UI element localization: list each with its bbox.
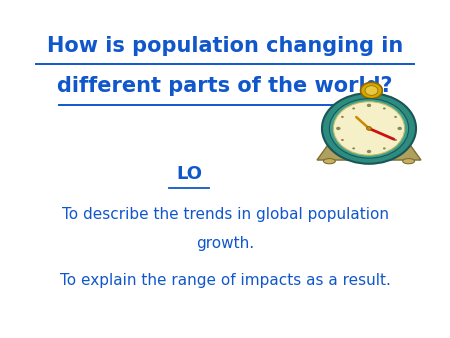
Text: different parts of the world?: different parts of the world? bbox=[57, 76, 393, 96]
Circle shape bbox=[367, 104, 371, 107]
Circle shape bbox=[383, 107, 386, 110]
Circle shape bbox=[367, 150, 371, 153]
Ellipse shape bbox=[324, 159, 335, 164]
Circle shape bbox=[397, 127, 402, 130]
Circle shape bbox=[352, 107, 355, 110]
Circle shape bbox=[394, 116, 397, 118]
Circle shape bbox=[341, 139, 344, 141]
Circle shape bbox=[322, 93, 416, 164]
Circle shape bbox=[341, 116, 344, 118]
Circle shape bbox=[333, 102, 405, 155]
Text: To describe the trends in global population: To describe the trends in global populat… bbox=[62, 207, 388, 222]
Circle shape bbox=[394, 139, 397, 141]
Text: growth.: growth. bbox=[196, 236, 254, 251]
Circle shape bbox=[366, 126, 372, 130]
Circle shape bbox=[352, 147, 355, 149]
Text: How is population changing in: How is population changing in bbox=[47, 35, 403, 56]
Circle shape bbox=[329, 99, 409, 158]
Ellipse shape bbox=[403, 159, 414, 164]
Polygon shape bbox=[317, 136, 421, 160]
Circle shape bbox=[336, 127, 341, 130]
Text: LO: LO bbox=[176, 165, 202, 183]
Circle shape bbox=[365, 86, 378, 95]
Circle shape bbox=[383, 147, 386, 149]
Circle shape bbox=[360, 82, 382, 99]
Text: To explain the range of impacts as a result.: To explain the range of impacts as a res… bbox=[59, 273, 391, 288]
